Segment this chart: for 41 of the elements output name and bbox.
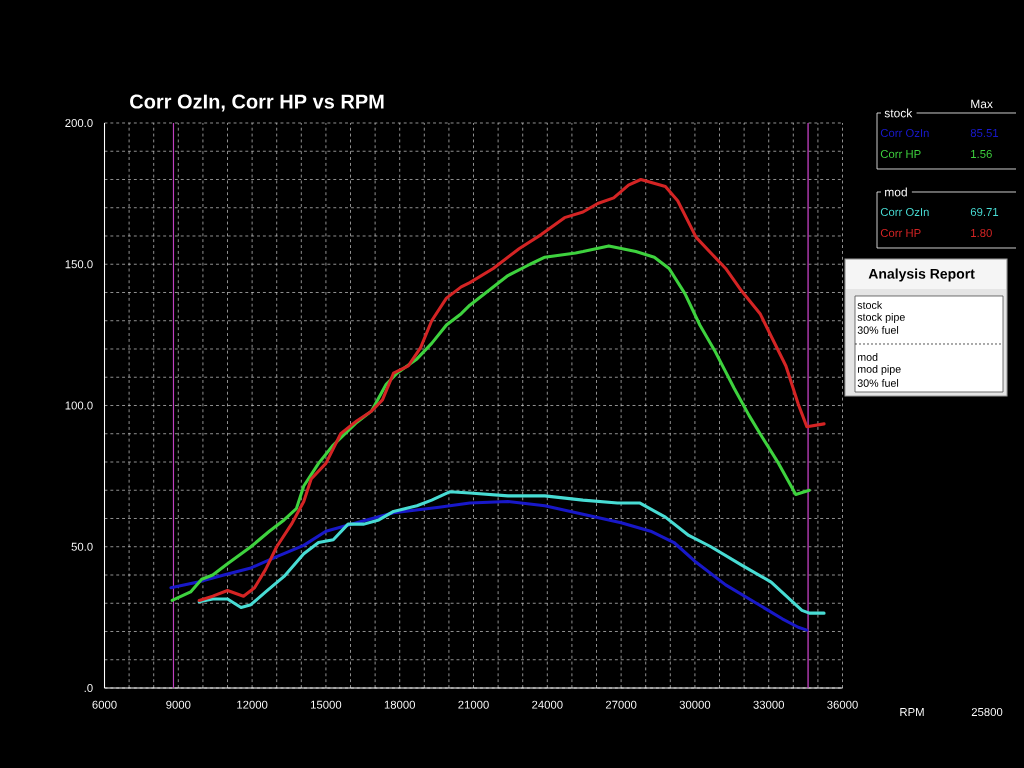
text: Corr HP (880, 149, 921, 158)
text: Max (971, 99, 993, 109)
x-tick-label: 36000 (827, 700, 858, 709)
text: 1.56 (971, 149, 992, 158)
text: Analysis Report (868, 268, 975, 282)
line-series (197, 490, 826, 615)
x-axis-title: RPM (900, 708, 924, 716)
x-tick-label: 30000 (679, 700, 711, 709)
line-series (170, 244, 811, 602)
text: Corr HP (880, 228, 921, 237)
text: Corr OzIn (880, 207, 929, 216)
text: 1.80 (971, 228, 992, 237)
y-tick-label: 200.0 (65, 118, 93, 127)
text: stock (884, 108, 913, 118)
x-tick-label: 18000 (384, 700, 416, 709)
text: 25800 (971, 708, 1003, 717)
text: mod pipe (857, 365, 901, 375)
y-tick-label: 50.0 (71, 542, 93, 551)
y-tick-label: 100.0 (65, 401, 93, 410)
chart-title: Corr OzIn, Corr HP vs RPM (130, 94, 384, 112)
text: mod (885, 187, 907, 197)
x-tick-label: 33000 (753, 700, 785, 709)
y-tick-label: 150.0 (65, 260, 93, 269)
x-tick-label: 24000 (532, 700, 563, 709)
text: stock (857, 301, 883, 309)
line-series (197, 177, 826, 602)
text: Corr OzIn (880, 128, 929, 137)
x-tick-label: 9000 (166, 700, 191, 709)
text: 85.51 (970, 128, 999, 137)
line-series (169, 500, 809, 632)
text: 30% fuel (857, 379, 899, 387)
x-tick-label: 6000 (92, 700, 117, 709)
text: stock pipe (857, 313, 905, 323)
x-tick-label: 15000 (311, 700, 342, 709)
x-tick-label: 27000 (605, 700, 637, 709)
x-tick-label: 12000 (237, 700, 268, 709)
y-tick-label: .0 (84, 684, 93, 693)
x-tick-label: 21000 (458, 700, 489, 709)
text: mod (857, 353, 878, 361)
text: 30% fuel (857, 326, 899, 334)
text: 69.71 (970, 207, 999, 216)
